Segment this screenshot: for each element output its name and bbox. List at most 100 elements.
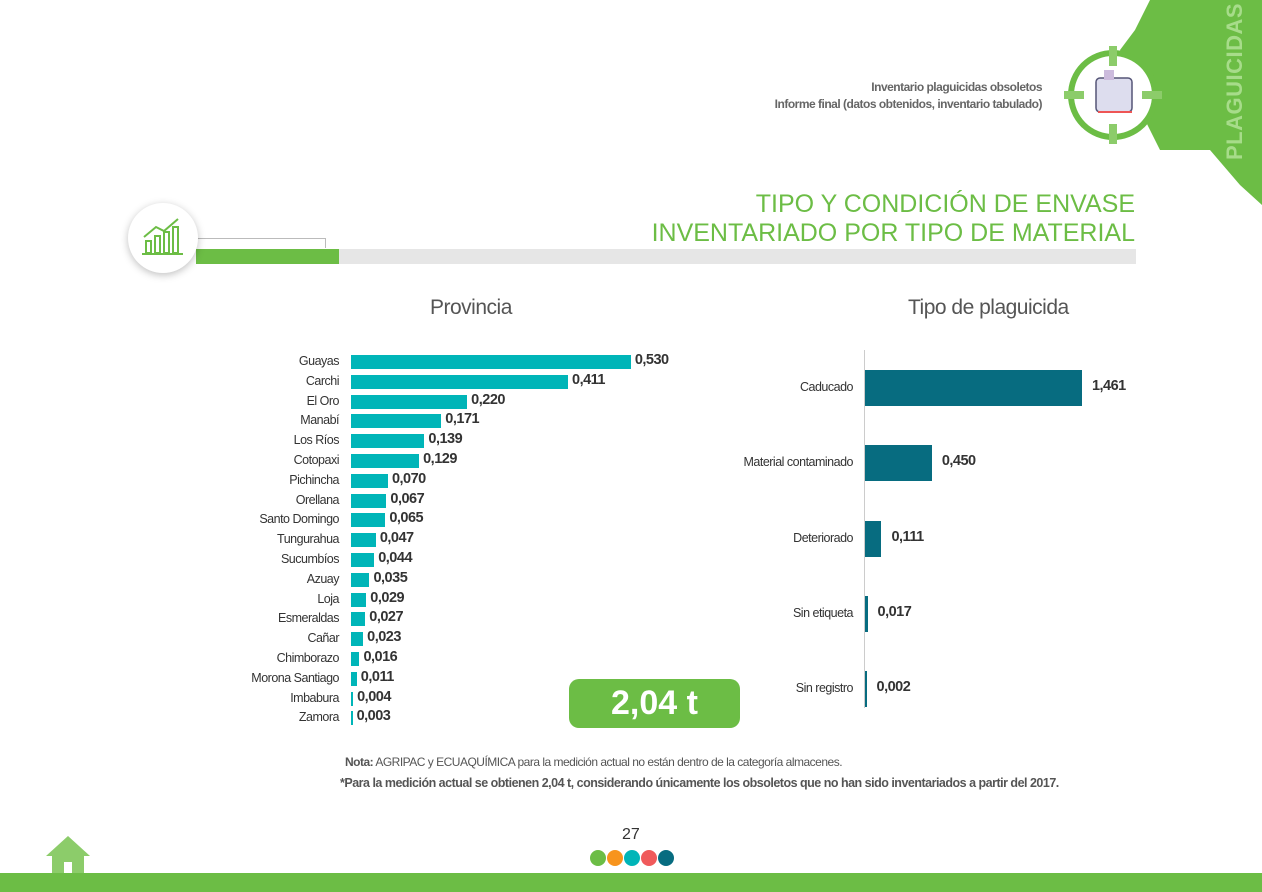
bar	[351, 652, 360, 666]
value-label: 0,044	[378, 550, 413, 566]
category-label: Santo Domingo	[259, 512, 339, 527]
dot	[607, 850, 623, 866]
value-label: 0,450	[941, 453, 976, 470]
value-label: 0,002	[876, 679, 911, 696]
value-label: 0,011	[360, 668, 395, 685]
bar	[351, 632, 364, 647]
bar	[351, 394, 468, 409]
value-label: 0,003	[356, 708, 391, 725]
value-label: 0,035	[373, 569, 408, 586]
section-tab-label: PLAGUICIDAS	[1222, 2, 1247, 160]
footnote: *Para la medición actual se obtienen 2,0…	[340, 776, 1059, 790]
category-label: Carchi	[305, 373, 340, 388]
bar	[351, 414, 442, 429]
bar	[865, 445, 932, 482]
bar	[865, 671, 867, 708]
home-icon[interactable]	[44, 834, 92, 874]
value-label: 0,171	[445, 411, 480, 428]
value-label: 0,111	[891, 528, 924, 545]
value-label: 0,029	[370, 589, 405, 606]
note: Nota: AGRIPAC y ECUAQUÍMICA para la medi…	[345, 755, 843, 769]
title-line-1: TIPO Y CONDICIÓN DE ENVASE	[755, 190, 1135, 218]
category-label: Sin etiqueta	[792, 605, 854, 620]
province-chart-title: Provincia	[430, 296, 512, 319]
value-label: 0,220	[471, 391, 505, 408]
pesticide-container-icon	[1064, 46, 1162, 144]
header-line-2: Informe final (datos obtenidos, inventar…	[774, 97, 1043, 111]
value-label: 0,411	[572, 371, 606, 388]
category-label: Material contaminado	[743, 455, 853, 470]
value-label: 0,027	[369, 609, 404, 626]
dot	[590, 850, 606, 866]
category-label: Azuay	[306, 571, 340, 586]
category-label: Esmeraldas	[278, 611, 340, 626]
value-label: 0,530	[634, 352, 669, 368]
color-dots	[590, 850, 674, 866]
note-text: AGRIPAC y ECUAQUÍMICA para la medición a…	[373, 755, 843, 769]
bar	[351, 533, 376, 548]
category-label: Deteriorado	[793, 530, 853, 545]
note-label: Nota:	[345, 755, 374, 769]
category-label: Los Ríos	[293, 433, 340, 448]
bar	[865, 520, 882, 557]
type-chart-axis	[864, 350, 865, 708]
title-line-2: INVENTARIADO POR TIPO DE MATERIAL	[651, 219, 1135, 247]
value-label: 0,067	[390, 490, 425, 507]
header-line-1: Inventario plaguicidas obsoletos	[871, 80, 1042, 94]
bar	[351, 473, 388, 488]
bar	[351, 711, 353, 726]
category-label: Imbabura	[290, 690, 339, 705]
bar	[351, 691, 354, 706]
bar	[351, 572, 370, 587]
value-label: 0,129	[423, 451, 457, 467]
green-brush-decoration	[1120, 0, 1262, 205]
category-label: Sin registro	[795, 681, 854, 696]
report-header: Inventario plaguicidas obsoletos Informe …	[774, 79, 1043, 113]
bar	[351, 612, 366, 627]
footer-bar	[0, 873, 1262, 892]
category-label: Guayas	[298, 354, 340, 368]
bar	[351, 513, 386, 528]
bar	[351, 355, 631, 369]
value-label: 0,047	[379, 530, 414, 547]
dot	[641, 850, 657, 866]
value-label: 0,070	[391, 470, 426, 487]
value-label: 0,017	[877, 603, 912, 620]
bar	[865, 595, 868, 632]
category-label: Zamora	[298, 710, 340, 725]
total-badge: 2,04 t	[569, 679, 740, 728]
value-label: 0,023	[367, 629, 401, 646]
value-label: 0,016	[363, 649, 398, 665]
page-number: 27	[622, 826, 640, 843]
title-rule	[196, 249, 1136, 264]
value-label: 0,004	[357, 688, 391, 705]
category-label: El Oro	[306, 393, 340, 408]
bar	[865, 370, 1082, 406]
dot	[624, 850, 640, 866]
category-label: Tungurahua	[277, 532, 339, 547]
title-rule-accent	[196, 249, 339, 264]
bar	[351, 671, 357, 686]
bar	[351, 374, 568, 389]
type-chart-title: Tipo de plaguicida	[908, 296, 1069, 319]
value-label: 0,139	[428, 431, 463, 448]
category-label: Chimborazo	[276, 651, 340, 665]
category-label: Pichincha	[289, 472, 339, 487]
category-label: Caducado	[800, 380, 854, 394]
value-label: 0,065	[389, 510, 424, 527]
bar	[351, 434, 425, 449]
divider	[196, 238, 326, 248]
category-label: Cañar	[307, 631, 339, 646]
bar	[351, 592, 367, 607]
category-label: Sucumbíos	[280, 552, 340, 566]
bar	[351, 493, 387, 508]
bar	[351, 553, 375, 567]
category-label: Orellana	[295, 492, 340, 507]
chart-growth-icon	[128, 203, 198, 273]
category-label: Morona Santiago	[251, 670, 339, 685]
bar	[351, 454, 420, 468]
category-label: Manabí	[300, 413, 339, 428]
dot	[658, 850, 674, 866]
page-title: TIPO Y CONDICIÓN DE ENVASE INVENTARIADO P…	[652, 190, 1135, 248]
value-label: 1,461	[1091, 378, 1126, 394]
